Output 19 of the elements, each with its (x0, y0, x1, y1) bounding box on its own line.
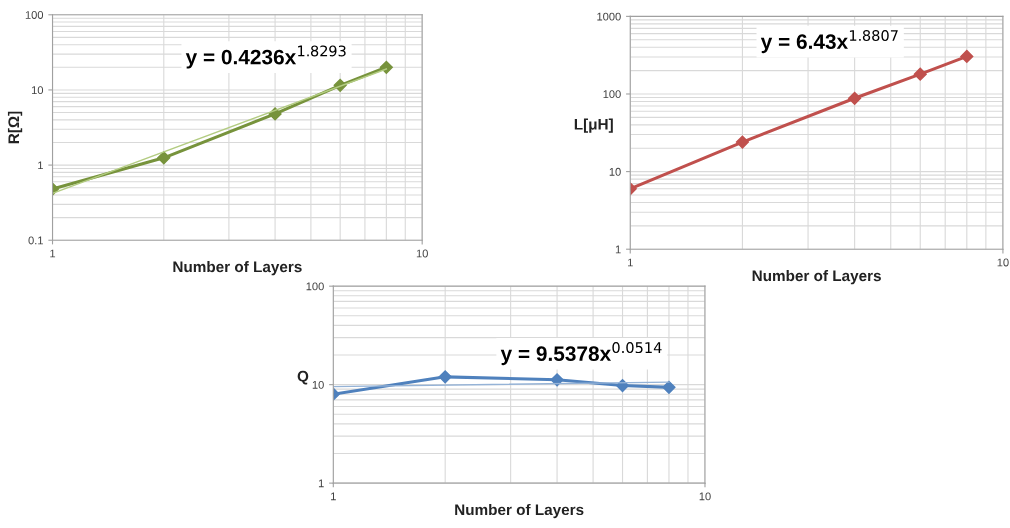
y-tick-label: 100 (25, 11, 44, 19)
x-axis-title: Number of Layers (173, 261, 302, 276)
y-axis-title: R[Ω] (7, 111, 23, 144)
y-tick-label: 100 (306, 282, 324, 291)
y-tick-label: 10 (312, 380, 324, 389)
y-tick-label: 1 (318, 479, 324, 488)
y-tick-label: 100 (603, 90, 621, 99)
y-tick-label: 1 (38, 161, 43, 170)
y-tick-label: 0.1 (28, 236, 43, 245)
annotation: y = 9.5378x$^{0.0514}$ (500, 342, 662, 366)
y-tick-label: 10 (609, 167, 621, 176)
y-axis-title: L[μH] (574, 118, 613, 133)
annotation: y = 6.43x$^{1.8807}$ (760, 30, 898, 54)
y-tick-label: 10 (31, 86, 44, 95)
y-tick-label: 1000 (597, 12, 621, 21)
x-axis-title: Number of Layers (455, 503, 584, 519)
y-axis-title: Q (297, 370, 309, 385)
x-axis-title: Number of Layers (752, 269, 881, 285)
annotation: y = 0.4236x$^{1.8293}$ (185, 45, 346, 69)
